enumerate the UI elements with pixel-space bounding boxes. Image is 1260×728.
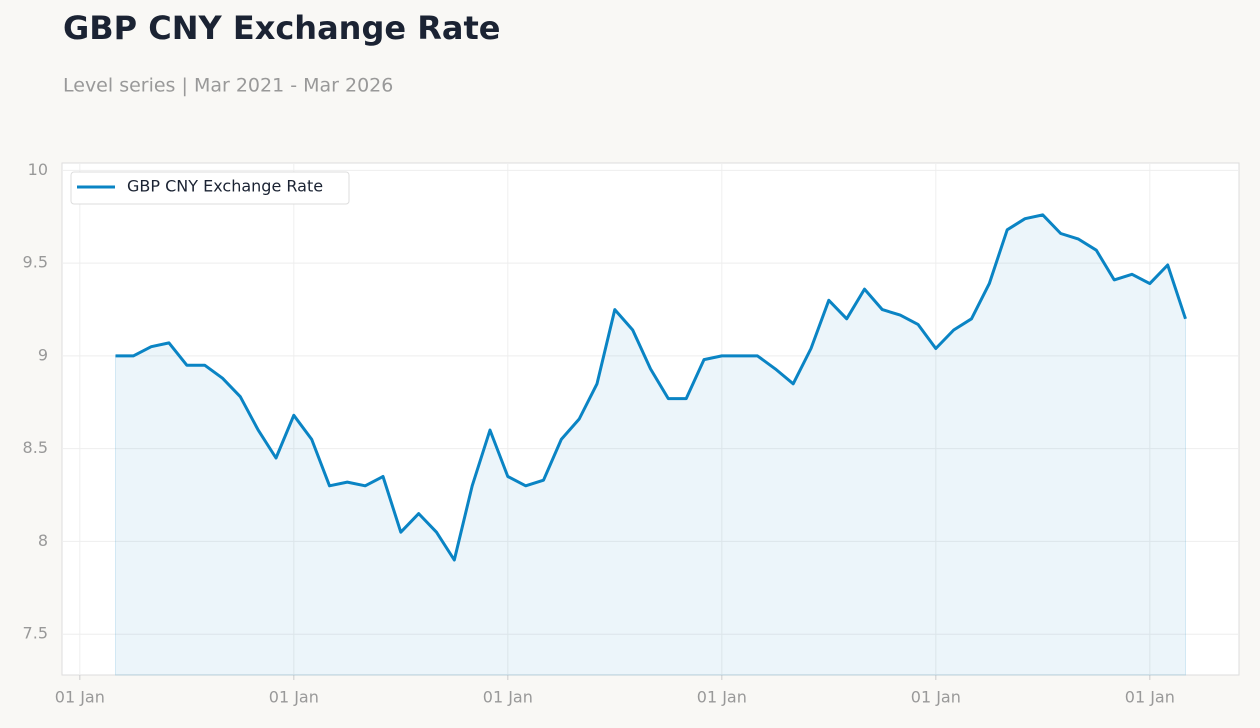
y-tick-label: 7.5 — [23, 624, 48, 643]
chart-title: GBP CNY Exchange Rate — [63, 9, 500, 47]
x-tick-label: 01 Jan — [55, 688, 105, 707]
y-tick-label: 8.5 — [23, 438, 48, 457]
line — [115, 213, 1187, 562]
legend-label: GBP CNY Exchange Rate — [127, 177, 323, 196]
x-tick-label: 01 Jan — [1125, 688, 1175, 707]
x-tick-label: 01 Jan — [697, 688, 747, 707]
x-tick-label: 01 Jan — [269, 688, 319, 707]
y-tick-label: 9 — [38, 345, 48, 364]
y-tick-label: 9.5 — [23, 253, 48, 272]
legend-box — [70, 171, 350, 205]
x-tick-label: 01 Jan — [911, 688, 961, 707]
y-tick-label: 10 — [28, 160, 48, 179]
plot-area — [61, 162, 1240, 676]
x-tick-label: 01 Jan — [483, 688, 533, 707]
chart-subtitle: Level series | Mar 2021 - Mar 2026 — [63, 75, 393, 97]
y-tick-label: 8 — [38, 531, 48, 550]
